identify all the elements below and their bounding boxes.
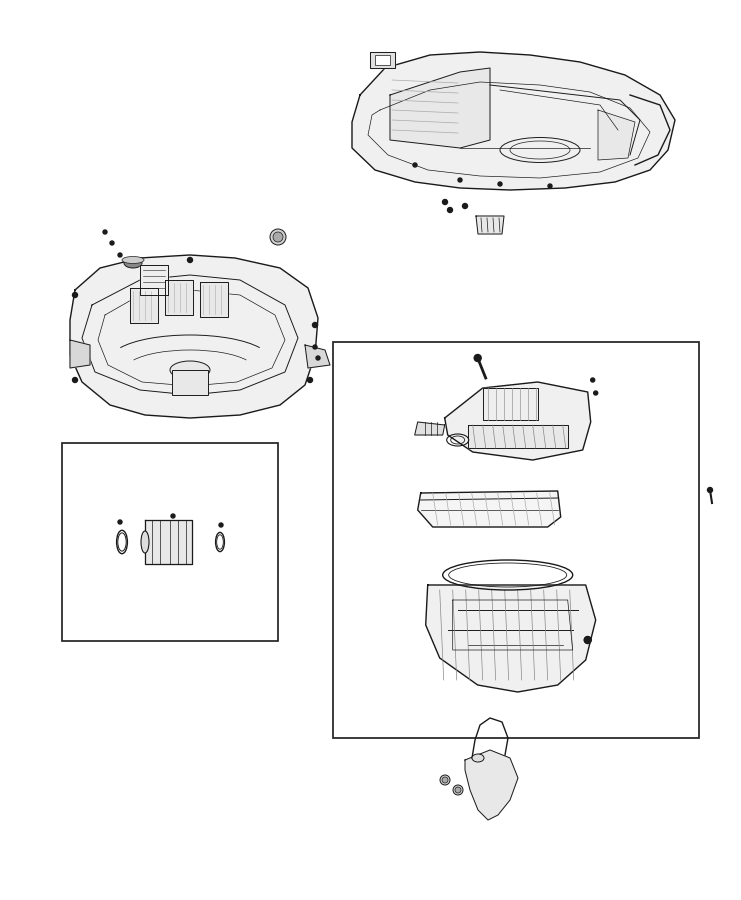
Circle shape <box>103 230 107 234</box>
Circle shape <box>462 203 468 209</box>
Polygon shape <box>140 265 168 295</box>
Circle shape <box>455 787 461 793</box>
Circle shape <box>498 182 502 186</box>
Circle shape <box>73 292 78 298</box>
Circle shape <box>316 356 320 360</box>
Circle shape <box>118 253 122 257</box>
Circle shape <box>413 163 417 167</box>
Circle shape <box>187 257 193 263</box>
Bar <box>62 443 278 641</box>
Ellipse shape <box>141 531 149 553</box>
Circle shape <box>548 184 552 188</box>
Circle shape <box>219 523 223 527</box>
Ellipse shape <box>122 256 144 264</box>
Polygon shape <box>70 255 318 418</box>
Circle shape <box>313 345 317 349</box>
Circle shape <box>708 488 713 492</box>
Circle shape <box>448 208 453 212</box>
Circle shape <box>594 391 598 395</box>
Polygon shape <box>145 520 192 564</box>
Circle shape <box>440 775 450 785</box>
Bar <box>375 55 390 65</box>
Polygon shape <box>482 388 538 420</box>
Circle shape <box>474 355 481 362</box>
Ellipse shape <box>124 258 142 268</box>
Circle shape <box>273 232 283 242</box>
Polygon shape <box>598 110 635 160</box>
Circle shape <box>313 322 317 328</box>
Circle shape <box>453 785 463 795</box>
Circle shape <box>584 636 591 644</box>
Polygon shape <box>165 280 193 315</box>
Polygon shape <box>390 68 490 148</box>
Polygon shape <box>305 345 330 368</box>
Circle shape <box>442 777 448 783</box>
Polygon shape <box>352 52 675 190</box>
Circle shape <box>110 241 114 245</box>
Polygon shape <box>418 491 561 527</box>
Circle shape <box>73 377 78 382</box>
Ellipse shape <box>170 361 210 379</box>
Polygon shape <box>465 750 518 820</box>
Ellipse shape <box>472 754 484 762</box>
Polygon shape <box>476 216 504 234</box>
Circle shape <box>118 520 122 524</box>
Bar <box>333 342 699 738</box>
Circle shape <box>442 200 448 204</box>
Circle shape <box>171 514 175 518</box>
Polygon shape <box>415 422 445 435</box>
Bar <box>172 370 208 395</box>
Polygon shape <box>445 382 591 460</box>
Polygon shape <box>130 288 158 323</box>
Polygon shape <box>425 585 596 692</box>
Circle shape <box>270 229 286 245</box>
Polygon shape <box>370 52 395 68</box>
Circle shape <box>591 378 595 382</box>
Circle shape <box>308 377 313 382</box>
Polygon shape <box>70 340 90 368</box>
Polygon shape <box>200 282 228 317</box>
Polygon shape <box>468 425 568 448</box>
Circle shape <box>458 178 462 182</box>
